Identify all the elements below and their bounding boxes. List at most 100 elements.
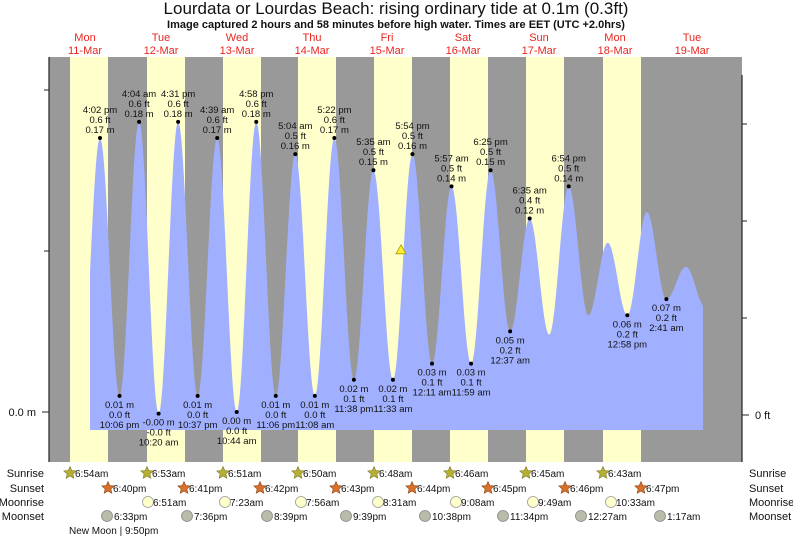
- low-tide-label: 0.1 ft: [343, 394, 364, 405]
- sunset-icon: [558, 480, 572, 494]
- sunrise-time: 6:46am: [455, 469, 488, 480]
- sunrise-icon: [596, 465, 610, 479]
- date-label: 13-Mar: [220, 45, 255, 57]
- date-label: 19-Mar: [675, 45, 710, 57]
- moonset-time: 8:39pm: [274, 512, 307, 523]
- moonrise-icon: [295, 496, 307, 508]
- sunset-icon: [329, 480, 343, 494]
- high-tide-label: 0.15 m: [359, 157, 388, 168]
- moonrise-time: 9:49am: [538, 498, 571, 509]
- almanac: Sunrise Sunset Moonrise Moonset Sunrise …: [0, 465, 793, 537]
- high-tide-label: 0.5 ft: [558, 163, 579, 174]
- low-tide-label: 0.00 m: [222, 416, 251, 427]
- moonrise-icon: [372, 496, 384, 508]
- sunrise-time: 6:50am: [303, 469, 336, 480]
- low-tide-label: 0.06 m: [613, 319, 642, 330]
- high-tide-label: 6:25 pm: [473, 137, 507, 148]
- high-tide-label: 0.6 ft: [207, 115, 228, 126]
- low-tide-label: 0.03 m: [457, 368, 486, 379]
- sunrise-icon: [443, 465, 457, 479]
- low-tide-label: 0.1 ft: [421, 378, 442, 389]
- low-tide-point: [430, 361, 435, 366]
- right-axis-zero-label: 0 ft: [755, 410, 770, 422]
- day-name-label: Thu: [303, 32, 322, 44]
- moonset-time: 9:39pm: [353, 512, 386, 523]
- date-label: 15-Mar: [370, 45, 405, 57]
- day-labels: Mon11-MarTue12-MarWed13-MarThu14-MarFri1…: [68, 32, 710, 57]
- high-tide-label: 0.18 m: [125, 109, 154, 120]
- day-name-label: Mon: [74, 32, 95, 44]
- sunrise-icon: [367, 465, 381, 479]
- moonset-time: 11:34pm: [510, 512, 548, 523]
- moonset-row-label: Moonset: [2, 511, 44, 523]
- sunset-time: 6:44pm: [417, 484, 450, 495]
- high-tide-label: 6:35 am: [512, 186, 546, 197]
- low-tide-label: 0.01 m: [300, 400, 329, 411]
- low-tide-point: [351, 377, 356, 382]
- low-tide-point: [273, 393, 278, 398]
- low-tide-label: 11:59 am: [452, 388, 491, 399]
- low-tide-label: 0.05 m: [496, 335, 525, 346]
- moonset-icon: [654, 510, 666, 522]
- day-name-label: Tue: [152, 32, 171, 44]
- sunrise-time: 6:43am: [608, 469, 641, 480]
- sunset-time: 6:46pm: [570, 484, 603, 495]
- sunset-row-label-right: Sunset: [749, 483, 783, 495]
- sunrise-time: 6:48am: [379, 469, 412, 480]
- high-tide-label: 4:04 am: [122, 89, 156, 100]
- low-tide-label: 10:37 pm: [178, 420, 218, 431]
- date-label: 18-Mar: [598, 45, 633, 57]
- high-tide-label: 0.18 m: [164, 109, 193, 120]
- low-tide-label: 0.0 ft: [226, 426, 247, 437]
- high-tide-label: 0.5 ft: [441, 163, 462, 174]
- low-tide-point: [234, 410, 239, 414]
- sunrise-time: 6:45am: [531, 469, 564, 480]
- low-tide-label: 12:11 am: [413, 388, 452, 399]
- date-label: 14-Mar: [295, 45, 330, 57]
- high-tide-point: [371, 168, 376, 173]
- low-tide-label: 12:58 pm: [607, 339, 647, 350]
- moonrise-time: 10:33am: [616, 498, 655, 509]
- low-tide-label: 0.1 ft: [461, 378, 482, 389]
- day-name-label: Sun: [529, 32, 549, 44]
- high-tide-label: 0.15 m: [476, 157, 505, 168]
- high-tide-label: 4:02 pm: [83, 105, 117, 116]
- chart-subtitle: Image captured 2 hours and 58 minutes be…: [167, 19, 625, 31]
- moonrise-time: 9:08am: [461, 498, 494, 509]
- high-tide-label: 5:54 pm: [395, 121, 429, 132]
- high-tide-label: 0.5 ft: [285, 131, 306, 142]
- high-tide-label: 4:31 pm: [161, 89, 195, 100]
- moonset-time: 1:17am: [667, 512, 700, 523]
- low-tide-label: 0.07 m: [652, 303, 681, 314]
- low-tide-label: 11:33 am: [373, 404, 412, 415]
- high-tide-point: [137, 119, 142, 124]
- high-tide-point: [566, 184, 571, 189]
- high-tide-label: 4:58 pm: [239, 89, 273, 100]
- date-label: 17-Mar: [522, 45, 557, 57]
- moonset-icon: [575, 510, 587, 522]
- sunset-icon: [101, 480, 115, 494]
- moonset-icon: [497, 510, 509, 522]
- day-name-label: Wed: [226, 32, 248, 44]
- low-tide-point: [312, 393, 317, 398]
- moonset-icon: [419, 510, 431, 522]
- low-tide-label: 0.01 m: [183, 400, 212, 411]
- high-tide-point: [98, 135, 102, 140]
- date-label: 11-Mar: [68, 45, 102, 57]
- low-tide-label: 12:37 am: [490, 355, 530, 366]
- moon-phase-label: New Moon | 9:50pm: [69, 526, 158, 537]
- sunrise-row-label: Sunrise: [7, 468, 44, 480]
- sunset-time: 6:43pm: [341, 484, 374, 495]
- high-tide-label: 0.18 m: [242, 109, 271, 120]
- current-level-marker: [395, 243, 407, 255]
- low-tide-point: [664, 297, 669, 302]
- high-tide-point: [293, 152, 298, 157]
- high-tide-label: 0.6 ft: [89, 115, 110, 126]
- date-label: 16-Mar: [446, 45, 481, 57]
- low-tide-label: 0.1 ft: [382, 394, 403, 405]
- sunset-icon: [177, 480, 191, 494]
- high-tide-label: 0.5 ft: [480, 147, 501, 158]
- low-tide-label: 10:20 am: [139, 438, 179, 449]
- axes: 0.0 m 0 ft: [8, 57, 770, 462]
